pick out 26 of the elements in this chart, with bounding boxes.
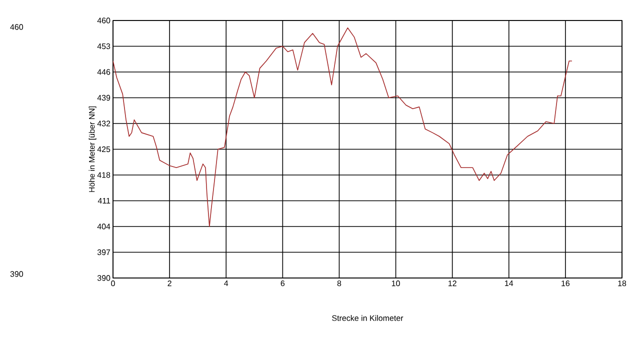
text: 460 bbox=[10, 24, 24, 30]
x-tick-label: 8 bbox=[337, 280, 342, 286]
x-tick-label: 18 bbox=[618, 280, 626, 286]
y-tick-label: 418 bbox=[97, 172, 110, 178]
x-tick-label: 12 bbox=[448, 280, 456, 286]
y-tick-label: 425 bbox=[97, 146, 110, 152]
y-axis-title: Höhe in Meter [über NN] bbox=[88, 106, 96, 192]
y-tick-label: 404 bbox=[97, 224, 110, 230]
y-tick-label: 460 bbox=[97, 18, 110, 24]
x-tick-label: 10 bbox=[392, 280, 400, 286]
x-tick-label: 2 bbox=[168, 280, 172, 286]
text: 390 bbox=[10, 271, 24, 277]
x-axis-title: Strecke in Kilometer bbox=[332, 315, 404, 321]
x-tick-label: 16 bbox=[562, 280, 570, 286]
y-tick-label: 390 bbox=[97, 275, 110, 281]
y-tick-label: 446 bbox=[97, 69, 110, 75]
y-tick-label: 453 bbox=[97, 43, 110, 50]
x-tick-label: 4 bbox=[224, 280, 228, 286]
line-series bbox=[113, 27, 572, 227]
y-tick-label: 411 bbox=[98, 198, 110, 204]
x-tick-label: 0 bbox=[111, 280, 115, 286]
x-tick-label: 6 bbox=[280, 280, 285, 286]
y-tick-label: 397 bbox=[97, 249, 110, 256]
y-tick-label: 439 bbox=[97, 94, 110, 101]
x-tick-label: 14 bbox=[505, 280, 514, 286]
y-tick-label: 432 bbox=[97, 120, 110, 126]
